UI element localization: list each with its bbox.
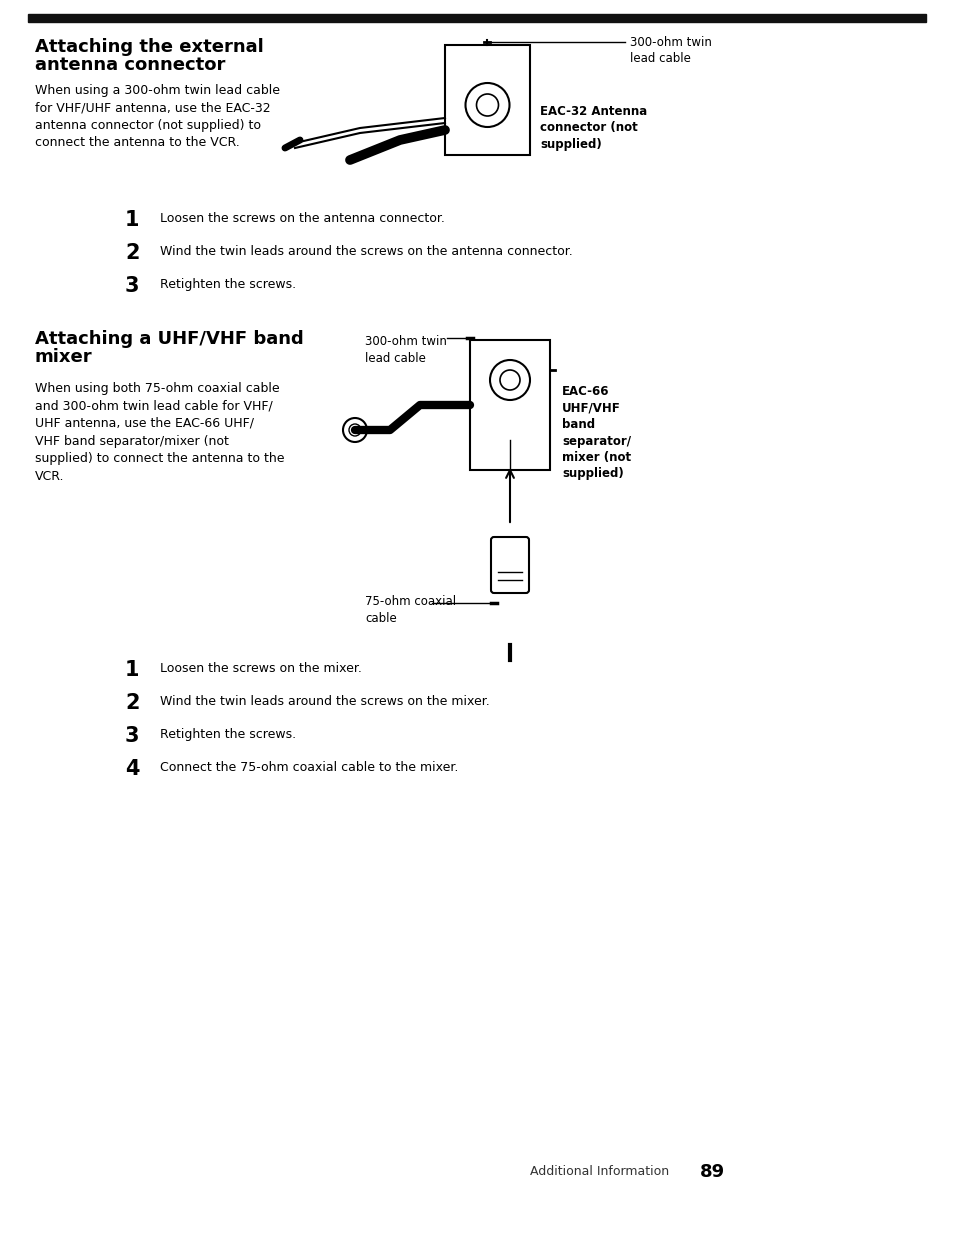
Text: 75-ohm coaxial
cable: 75-ohm coaxial cable (365, 595, 456, 625)
Text: 3: 3 (125, 275, 139, 296)
Text: Additional Information: Additional Information (530, 1165, 668, 1178)
Text: 2: 2 (125, 693, 139, 713)
Text: 4: 4 (125, 760, 139, 779)
Text: EAC-66
UHF/VHF
band
separator/
mixer (not
supplied): EAC-66 UHF/VHF band separator/ mixer (no… (561, 385, 631, 480)
Bar (444, 44, 530, 156)
Text: antenna connector: antenna connector (35, 56, 225, 74)
Text: When using both 75-ohm coaxial cable
and 300-ohm twin lead cable for VHF/
UHF an: When using both 75-ohm coaxial cable and… (35, 382, 284, 483)
Text: Loosen the screws on the antenna connector.: Loosen the screws on the antenna connect… (160, 212, 444, 225)
Text: 3: 3 (125, 726, 139, 746)
Bar (28, 14, 925, 22)
Bar (470, 340, 550, 471)
Text: When using a 300-ohm twin lead cable
for VHF/UHF antenna, use the EAC-32
antenna: When using a 300-ohm twin lead cable for… (35, 84, 280, 149)
Text: EAC-32 Antenna
connector (not
supplied): EAC-32 Antenna connector (not supplied) (539, 105, 646, 151)
Text: 89: 89 (700, 1163, 724, 1181)
Text: 2: 2 (125, 243, 139, 263)
Text: Loosen the screws on the mixer.: Loosen the screws on the mixer. (160, 662, 361, 676)
Text: Attaching the external: Attaching the external (35, 38, 263, 56)
Text: 300-ohm twin
lead cable: 300-ohm twin lead cable (629, 36, 711, 65)
Text: Wind the twin leads around the screws on the mixer.: Wind the twin leads around the screws on… (160, 695, 489, 708)
Text: Retighten the screws.: Retighten the screws. (160, 727, 295, 741)
Text: Connect the 75-ohm coaxial cable to the mixer.: Connect the 75-ohm coaxial cable to the … (160, 761, 457, 774)
Text: mixer: mixer (35, 348, 92, 366)
Text: Retighten the screws.: Retighten the screws. (160, 278, 295, 291)
Text: 1: 1 (125, 210, 139, 230)
Text: Attaching a UHF/VHF band: Attaching a UHF/VHF band (35, 330, 303, 348)
Text: 300-ohm twin
lead cable: 300-ohm twin lead cable (365, 335, 446, 364)
Text: Wind the twin leads around the screws on the antenna connector.: Wind the twin leads around the screws on… (160, 245, 572, 258)
Text: 1: 1 (125, 659, 139, 680)
